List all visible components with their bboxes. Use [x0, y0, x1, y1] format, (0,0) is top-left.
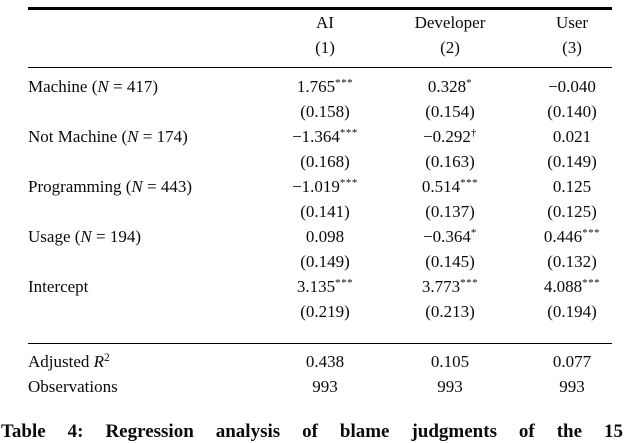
- estimate-cell: 0.125: [552, 177, 592, 197]
- estimate-cell: 3.135***: [296, 277, 354, 297]
- row-label-adjusted-r2: Adjusted R2: [28, 352, 110, 372]
- estimate-cell: 1.765***: [296, 77, 354, 97]
- table-row: Programming (N = 443) −1.019*** 0.514***…: [28, 174, 640, 199]
- se-cell: (0.132): [547, 252, 597, 272]
- table-row-observations: Observations 993 993 993: [28, 374, 640, 399]
- table-footer: Adjusted R2 0.438 0.105 0.077 Observatio…: [0, 344, 640, 399]
- row-label-machine: Machine (N = 417): [28, 77, 158, 97]
- estimate-cell: 0.514***: [421, 177, 479, 197]
- estimate-cell: 0.446***: [543, 227, 601, 247]
- table-header-row-labels: AI Developer User: [28, 10, 640, 35]
- se-cell: (0.168): [300, 152, 350, 172]
- row-label-observations: Observations: [28, 377, 118, 397]
- table-header-rule: [28, 66, 612, 69]
- se-cell: (0.140): [547, 102, 597, 122]
- regression-table: AI Developer User (1) (2) (3) Machine (N…: [0, 7, 640, 442]
- se-cell: (0.194): [547, 302, 597, 322]
- table-top-rule: [28, 7, 612, 10]
- row-label-intercept: Intercept: [28, 277, 89, 297]
- estimate-cell: −0.040: [548, 77, 596, 97]
- table-footer-rule: [28, 343, 612, 345]
- estimate-cell: 0.328*: [427, 77, 473, 97]
- column-header-ai: AI: [316, 12, 334, 32]
- table-row: Machine (N = 417) 1.765*** 0.328* −0.040: [28, 74, 640, 99]
- header-empty-cell: [28, 10, 272, 35]
- se-cell: (0.149): [547, 152, 597, 172]
- column-number-3: (3): [562, 37, 582, 57]
- table-row: Usage (N = 194) 0.098 −0.364* 0.446***: [28, 224, 640, 249]
- column-number-2: (2): [440, 37, 460, 57]
- table-caption-clipped: Table 4: Regression analysis of blame ju…: [1, 421, 623, 442]
- se-cell: (0.158): [300, 102, 350, 122]
- footer-value-cell: 0.438: [305, 352, 345, 372]
- table-row-se: (0.219) (0.213) (0.194): [28, 299, 640, 324]
- row-label-not-machine: Not Machine (N = 174): [28, 127, 188, 147]
- table-row-se: (0.141) (0.137) (0.125): [28, 199, 640, 224]
- estimate-cell: −0.292†: [423, 127, 477, 147]
- table-row-se: (0.168) (0.163) (0.149): [28, 149, 640, 174]
- footer-value-cell: 0.105: [430, 352, 470, 372]
- row-label-usage: Usage (N = 194): [28, 227, 141, 247]
- footer-value-cell: 993: [559, 377, 585, 397]
- se-cell: (0.141): [300, 202, 350, 222]
- se-cell: (0.125): [547, 202, 597, 222]
- se-cell: (0.149): [300, 252, 350, 272]
- estimate-cell: −0.364*: [423, 227, 477, 247]
- table-row-se: (0.158) (0.154) (0.140): [28, 99, 640, 124]
- se-cell: (0.145): [425, 252, 475, 272]
- estimate-cell: 4.088***: [543, 277, 601, 297]
- footer-value-cell: 993: [312, 377, 338, 397]
- footer-value-cell: 0.077: [552, 352, 592, 372]
- table-row-adjusted-r2: Adjusted R2 0.438 0.105 0.077: [28, 349, 640, 374]
- column-header-developer: Developer: [414, 12, 486, 32]
- table-body: Machine (N = 417) 1.765*** 0.328* −0.040…: [0, 68, 640, 343]
- table-row-se: (0.149) (0.145) (0.132): [28, 249, 640, 274]
- column-header-user: User: [555, 12, 589, 32]
- estimate-cell: −1.364***: [292, 127, 358, 147]
- se-cell: (0.137): [425, 202, 475, 222]
- estimate-cell: 0.021: [552, 127, 592, 147]
- estimate-cell: 3.773***: [421, 277, 479, 297]
- footer-value-cell: 993: [437, 377, 463, 397]
- table-row: Intercept 3.135*** 3.773*** 4.088***: [28, 274, 640, 299]
- column-number-1: (1): [315, 37, 335, 57]
- se-cell: (0.163): [425, 152, 475, 172]
- se-cell: (0.213): [425, 302, 475, 322]
- table-row: Not Machine (N = 174) −1.364*** −0.292† …: [28, 124, 640, 149]
- header-empty-cell: [28, 35, 272, 60]
- row-label-programming: Programming (N = 443): [28, 177, 192, 197]
- estimate-cell: −1.019***: [292, 177, 358, 197]
- table-header-row-numbers: (1) (2) (3): [28, 35, 640, 60]
- se-cell: (0.219): [300, 302, 350, 322]
- se-cell: (0.154): [425, 102, 475, 122]
- estimate-cell: 0.098: [305, 227, 345, 247]
